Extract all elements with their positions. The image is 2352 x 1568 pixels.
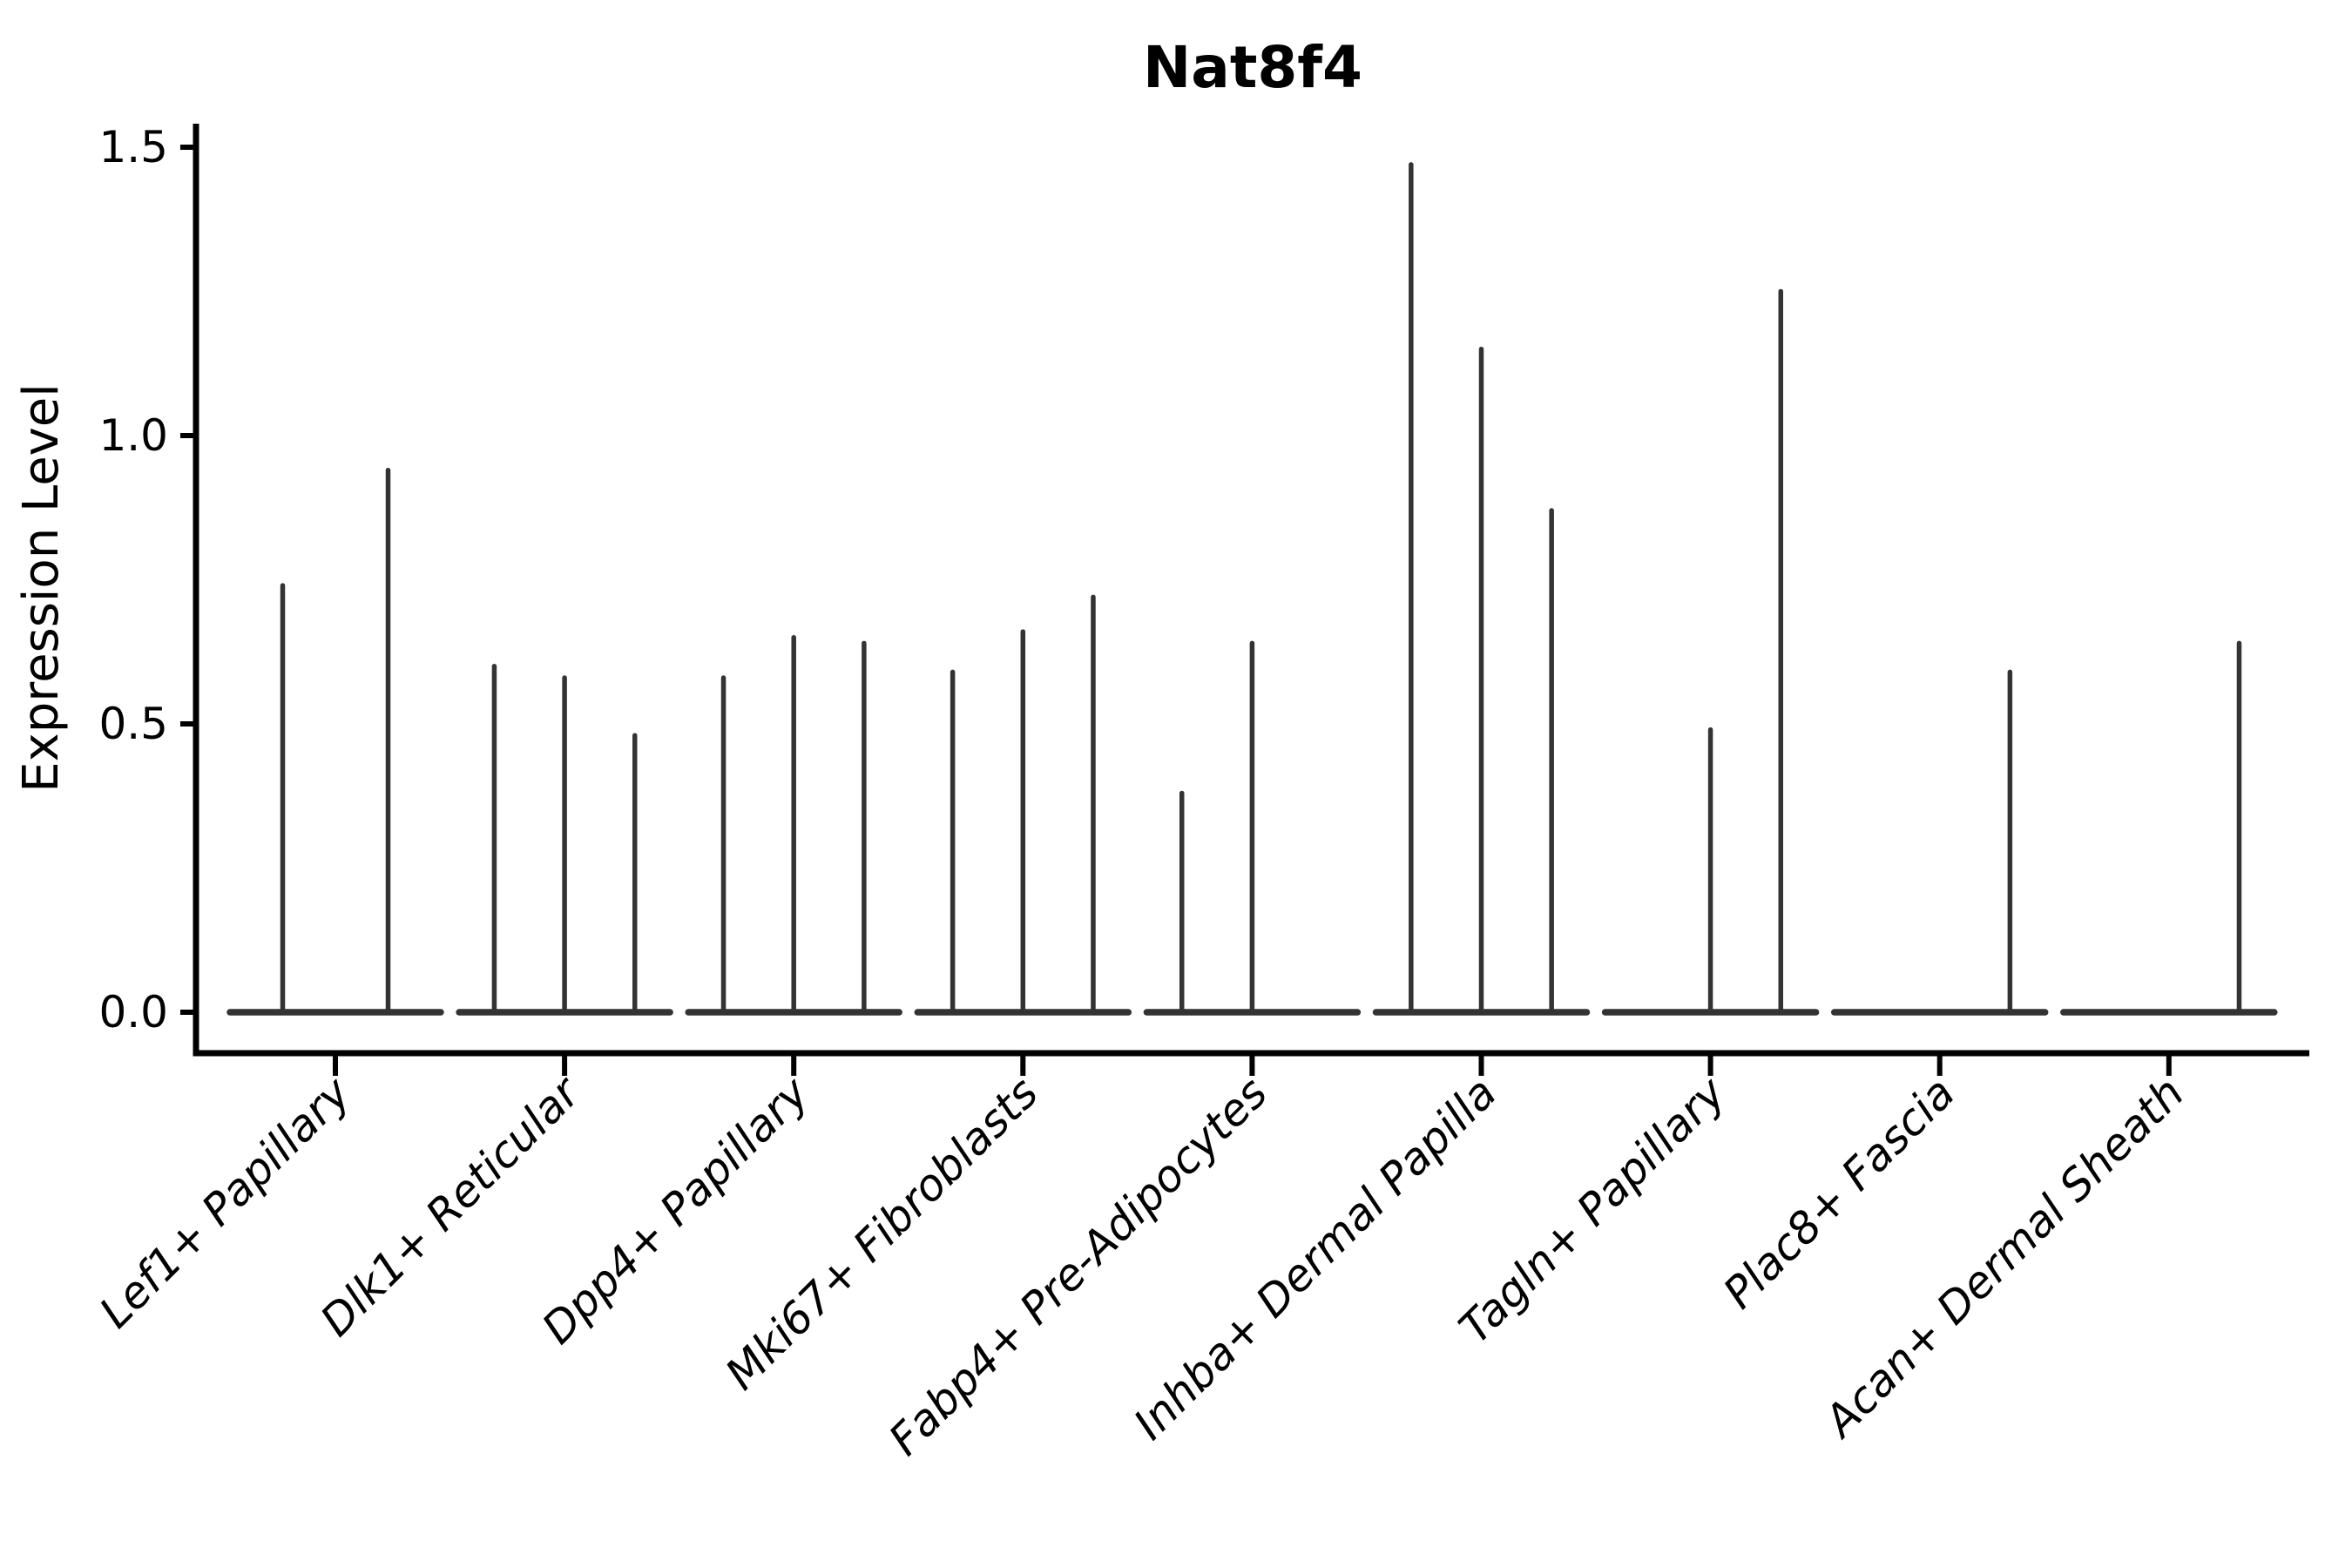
y-tick-label: 1.0 [98, 410, 168, 461]
y-tick-label: 1.5 [98, 122, 168, 172]
y-tick-label: 0.0 [98, 987, 168, 1037]
y-axis-label: Expression Level [13, 383, 70, 793]
y-tick-label: 0.5 [98, 699, 168, 749]
x-tick-label: Inhba+ Dermal Papilla [1125, 1067, 1506, 1449]
x-tick-label: Acan+ Dermal Sheath [1813, 1067, 2193, 1448]
x-tick-label: Fabp4+ Pre-Adipocytes [879, 1067, 1277, 1465]
chart-title: Nat8f4 [1143, 34, 1362, 101]
x-tick-label: Lef1+ Papillary [90, 1066, 361, 1337]
x-tick-label: Plac8+ Fascia [1713, 1067, 1964, 1318]
